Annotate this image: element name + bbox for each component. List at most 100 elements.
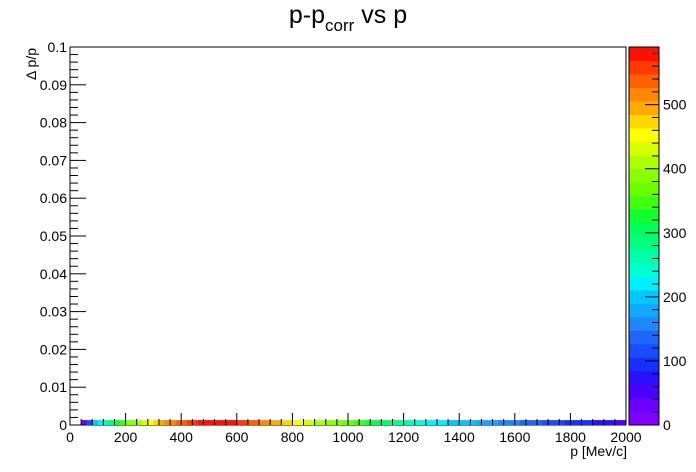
x-axis-label: p [Mev/c] (570, 443, 627, 459)
plot-frame (69, 46, 627, 426)
histogram-bin (275, 420, 282, 425)
histogram-bin (170, 420, 177, 425)
histogram-bin (197, 420, 204, 425)
z-tick-label: 0 (663, 417, 671, 433)
histogram-bin (297, 420, 304, 425)
histogram-bin (520, 420, 527, 425)
histogram-bin (464, 420, 471, 425)
color-scale-step (629, 60, 659, 75)
histogram-bin (375, 420, 382, 425)
histogram-bin (570, 420, 577, 425)
histogram-bin (436, 420, 443, 425)
histogram-bin (286, 420, 293, 425)
histogram-bin (564, 420, 571, 425)
histogram-bin (503, 420, 510, 425)
y-tick-label: 0.06 (40, 190, 67, 206)
color-scale-step (629, 249, 659, 264)
chart-title-tail: vs p (354, 1, 407, 29)
y-tick-label: 0.1 (48, 39, 68, 55)
histogram-bin (481, 420, 488, 425)
y-tick-label: 0.08 (40, 115, 67, 131)
y-tick-label: 0.07 (40, 152, 67, 168)
x-tick-label: 1400 (444, 429, 475, 445)
histogram-bin (247, 420, 254, 425)
histogram-bin (353, 420, 360, 425)
histogram-bin (142, 420, 149, 425)
color-scale-step (629, 209, 659, 223)
z-tick-label: 100 (663, 353, 687, 369)
x-tick-label: 600 (225, 429, 249, 445)
histogram-bin (620, 420, 627, 425)
histogram-bin (392, 420, 399, 425)
histogram-bin (342, 420, 349, 425)
x-tick-label: 800 (281, 429, 305, 445)
histogram-bin (108, 420, 115, 425)
histogram-bin (292, 420, 299, 425)
color-scale-step (629, 236, 659, 250)
histogram-bin (336, 420, 343, 425)
histogram-bin (114, 420, 121, 425)
histogram-bin (592, 420, 599, 425)
histogram-bin (386, 420, 393, 425)
histogram-bin (614, 420, 621, 425)
color-scale-step (629, 344, 659, 358)
x-tick-label: 2000 (610, 429, 641, 445)
histogram-bin (487, 420, 493, 425)
color-scale-step (629, 182, 659, 196)
color-scale-frame (628, 46, 660, 426)
y-tick-label: 0.03 (40, 304, 67, 320)
y-tick-label: 0.05 (40, 228, 67, 244)
histogram-bin (325, 420, 332, 425)
y-tick-label: 0.01 (40, 379, 67, 395)
color-scale-step (629, 384, 659, 399)
histogram-bin (348, 420, 354, 425)
histogram-bin (409, 420, 416, 425)
histogram-bin (86, 420, 93, 425)
histogram-bin (225, 420, 232, 425)
color-scale-step (629, 101, 659, 115)
histogram-bin (498, 420, 505, 425)
color-scale-step (629, 357, 659, 372)
histogram-bin (587, 420, 594, 425)
histogram-bin (309, 420, 316, 425)
color-scale-step (629, 411, 659, 426)
histogram-bin (370, 420, 377, 425)
histogram-bin (448, 420, 455, 425)
histogram-bin (209, 420, 215, 425)
histogram-bin (514, 420, 521, 425)
histogram-bin (236, 420, 243, 425)
x-tick-label: 0 (66, 429, 74, 445)
histogram-bin (259, 420, 265, 425)
histogram-bin (442, 420, 449, 425)
chart-title-subscript: corr (325, 16, 355, 35)
histogram-bins (81, 420, 627, 425)
z-tick-label: 400 (663, 161, 687, 177)
histogram-bin (531, 420, 538, 425)
y-tick-label: 0 (59, 417, 67, 433)
histogram-bin (598, 420, 605, 425)
chart-title: p-pcorr vs p (289, 1, 407, 35)
color-scale-step (629, 47, 659, 61)
x-tick-label: 1000 (332, 429, 363, 445)
histogram-bin (492, 420, 499, 425)
color-scale-step (629, 290, 659, 304)
z-tick-label: 200 (663, 289, 687, 305)
color-scale-step (629, 398, 659, 412)
color-scale-step (629, 303, 659, 318)
x-axis: 0 200 400 600 800 1000 1200 1400 1600 1800 2000 (66, 413, 642, 445)
y-axis-label: Δ p/p (23, 48, 39, 80)
histogram-bin (303, 420, 310, 425)
histogram-bin (548, 420, 555, 425)
histogram-bin (147, 420, 154, 425)
histogram-bin (459, 420, 466, 425)
histogram-bin (425, 420, 432, 425)
histogram-bin (158, 420, 165, 425)
color-scale-step (629, 141, 659, 156)
color-scale-step (629, 371, 659, 385)
color-scale-step (629, 87, 659, 102)
color-scale-step (629, 222, 659, 237)
histogram-bin (164, 420, 171, 425)
histogram-bin (92, 420, 99, 425)
histogram-bin (525, 420, 532, 425)
histogram-bin (214, 420, 221, 425)
